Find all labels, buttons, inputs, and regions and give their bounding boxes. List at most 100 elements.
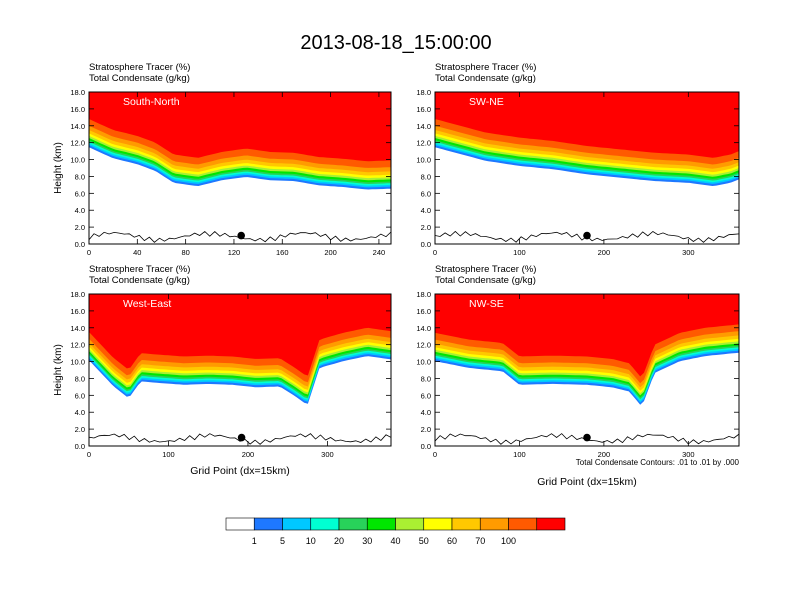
y-tick-label: 4.0	[421, 206, 431, 215]
y-tick-label: 2.0	[421, 425, 431, 434]
y-tick-label: 6.0	[75, 189, 85, 198]
panel-region-label: West-East	[123, 298, 171, 310]
y-tick-label: 10.0	[70, 358, 85, 367]
y-tick-label: 12.0	[416, 341, 431, 350]
x-tick-label: 240	[373, 248, 386, 257]
figure-title: 2013-08-18_15:00:00	[300, 32, 491, 54]
y-tick-label: 0.0	[75, 442, 85, 451]
x-tick-label: 0	[433, 248, 437, 257]
y-tick-label: 8.0	[75, 374, 85, 383]
panel-region-label: NW-SE	[469, 298, 504, 310]
y-axis-label: Height (km)	[53, 142, 64, 194]
panel-2: Stratosphere Tracer (%)Total Condensate …	[416, 62, 740, 257]
tracer-band-1	[89, 294, 391, 376]
colorbar-swatch	[451, 517, 481, 531]
x-tick-label: 100	[513, 450, 526, 459]
y-tick-label: 2.0	[75, 425, 85, 434]
y-tick-label: 12.0	[70, 341, 85, 350]
x-tick-label: 0	[87, 450, 91, 459]
colorbar-swatch	[366, 517, 396, 531]
panel-label-condensate: Total Condensate (g/kg)	[435, 275, 536, 286]
colorbar: 1 5 10 20 30 40 50 60 70 100	[225, 517, 566, 546]
y-tick-label: 12.0	[416, 139, 431, 148]
x-tick-label: 40	[133, 248, 141, 257]
panel-label-condensate: Total Condensate (g/kg)	[89, 275, 190, 286]
plot-area	[89, 92, 391, 244]
x-tick-label: 200	[242, 450, 255, 459]
x-tick-label: 200	[598, 450, 611, 459]
x-tick-label: 300	[682, 248, 695, 257]
y-axis-label: Height (km)	[53, 344, 64, 396]
y-tick-label: 6.0	[75, 391, 85, 400]
panel-region-label: SW-NE	[469, 96, 504, 108]
y-tick-label: 18.0	[70, 290, 85, 299]
y-tick-label: 18.0	[416, 290, 431, 299]
panel-label-tracer: Stratosphere Tracer (%)	[435, 62, 536, 73]
colorbar-label: 5	[280, 536, 285, 546]
location-dot	[237, 433, 246, 442]
y-tick-label: 2.0	[75, 223, 85, 232]
colorbar-swatch	[395, 517, 425, 531]
colorbar-swatch	[423, 517, 453, 531]
plot-frame	[88, 91, 392, 245]
panel-3: Stratosphere Tracer (%)Total Condensate …	[53, 264, 392, 477]
colorbar-label: 1	[252, 536, 257, 546]
condensate-contour	[89, 230, 391, 243]
plot-frame	[88, 293, 392, 447]
y-tick-label: 6.0	[421, 189, 431, 198]
y-tick-label: 18.0	[70, 88, 85, 97]
colorbar-label: 20	[334, 536, 344, 546]
colorbar-swatch	[225, 517, 255, 531]
x-tick-label: 160	[276, 248, 289, 257]
y-tick-label: 16.0	[416, 105, 431, 114]
colorbar-swatch	[253, 517, 283, 531]
y-tick-label: 4.0	[75, 408, 85, 417]
panel-4: Stratosphere Tracer (%)Total Condensate …	[416, 264, 740, 488]
y-tick-label: 10.0	[70, 156, 85, 165]
panel-region-label: South-North	[123, 96, 180, 108]
y-tick-label: 8.0	[75, 172, 85, 181]
panel-label-condensate: Total Condensate (g/kg)	[89, 73, 190, 84]
y-tick-label: 14.0	[70, 324, 85, 333]
y-tick-label: 14.0	[416, 324, 431, 333]
colorbar-label: 50	[419, 536, 429, 546]
colorbar-swatch	[479, 517, 509, 531]
plot-area	[89, 294, 391, 446]
y-tick-label: 8.0	[421, 172, 431, 181]
y-tick-label: 14.0	[416, 122, 431, 131]
x-tick-label: 300	[682, 450, 695, 459]
y-tick-label: 4.0	[75, 206, 85, 215]
y-tick-label: 12.0	[70, 139, 85, 148]
y-tick-label: 10.0	[416, 358, 431, 367]
colorbar-swatch	[338, 517, 368, 531]
tracer-band-1	[435, 92, 739, 158]
panel-label-tracer: Stratosphere Tracer (%)	[89, 264, 190, 275]
colorbar-label: 100	[501, 536, 516, 546]
plot-area	[435, 294, 739, 446]
colorbar-label: 40	[390, 536, 400, 546]
x-tick-label: 0	[87, 248, 91, 257]
y-tick-label: 10.0	[416, 156, 431, 165]
y-tick-label: 2.0	[421, 223, 431, 232]
location-dot	[583, 433, 591, 442]
plot-frame	[434, 91, 740, 245]
x-tick-label: 100	[513, 248, 526, 257]
x-tick-label: 200	[324, 248, 337, 257]
panels: Stratosphere Tracer (%)Total Condensate …	[53, 62, 740, 488]
y-tick-label: 6.0	[421, 391, 431, 400]
condensate-contour	[89, 433, 391, 445]
x-tick-label: 200	[598, 248, 611, 257]
plot-frame	[434, 293, 740, 447]
colorbar-swatch	[282, 517, 312, 531]
y-tick-label: 0.0	[421, 240, 431, 249]
colorbar-label: 70	[475, 536, 485, 546]
y-tick-label: 8.0	[421, 374, 431, 383]
x-axis-label: Grid Point (dx=15km)	[190, 465, 290, 477]
x-tick-label: 300	[321, 450, 334, 459]
colorbar-swatch	[310, 517, 340, 531]
y-tick-label: 18.0	[416, 88, 431, 97]
panel-label-tracer: Stratosphere Tracer (%)	[89, 62, 190, 73]
tracer-band-1	[89, 92, 391, 162]
y-tick-label: 0.0	[421, 442, 431, 451]
